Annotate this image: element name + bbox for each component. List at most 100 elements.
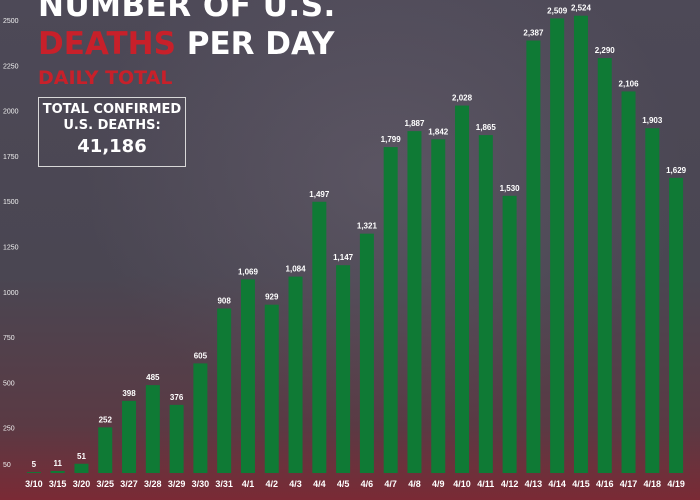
y-tick-label: 500 (3, 380, 15, 387)
bar-4/4 (312, 201, 327, 474)
x-tick-label: 4/2 (265, 479, 278, 489)
x-tick-label: 4/5 (337, 479, 350, 489)
x-tick-label: 4/10 (453, 479, 471, 489)
x-tick-label: 3/29 (168, 479, 186, 489)
value-label-4/18: 1,903 (642, 116, 663, 125)
bar-4/13 (526, 40, 541, 473)
x-tick-label: 4/15 (572, 479, 590, 489)
y-tick-label: 750 (3, 335, 15, 342)
bar-3/28 (145, 385, 160, 473)
x-tick-label: 3/30 (192, 479, 210, 489)
bar-4/14 (550, 18, 565, 474)
value-label-4/6: 1,321 (357, 222, 378, 231)
y-tick-label: 50 (3, 462, 11, 469)
value-label-3/30: 605 (194, 351, 208, 360)
y-tick-label: 1500 (3, 199, 19, 206)
total-deaths-box: TOTAL CONFIRMED U.S. DEATHS: 41,186 (38, 97, 186, 167)
chart-title-line1: NUMBER OF U.S. (38, 0, 336, 24)
value-label-4/1: 1,069 (238, 267, 259, 276)
value-label-4/13: 2,387 (523, 29, 544, 38)
bar-4/18 (645, 128, 660, 473)
x-tick-label: 4/16 (596, 479, 614, 489)
value-label-4/15: 2,524 (571, 4, 592, 13)
value-label-4/8: 1,887 (404, 119, 425, 128)
x-tick-label: 4/17 (620, 479, 638, 489)
bar-4/5 (336, 265, 351, 473)
x-tick-label: 4/8 (408, 479, 421, 489)
x-tick-label: 4/7 (384, 479, 397, 489)
value-label-3/28: 485 (146, 373, 160, 382)
bar-3/29 (169, 404, 184, 473)
bar-3/25 (98, 427, 113, 473)
x-tick-label: 3/15 (49, 479, 67, 489)
x-tick-label: 3/31 (215, 479, 233, 489)
x-tick-label: 3/28 (144, 479, 162, 489)
y-tick-label: 2250 (3, 63, 19, 70)
bar-3/31 (217, 308, 232, 473)
value-label-3/25: 252 (99, 415, 113, 424)
y-tick-label: 1000 (3, 290, 19, 297)
y-tick-label: 1750 (3, 154, 19, 161)
y-tick-label: 2000 (3, 109, 19, 116)
value-label-4/16: 2,290 (595, 46, 616, 55)
x-tick-label: 4/13 (525, 479, 543, 489)
value-label-3/20: 51 (77, 452, 86, 461)
value-label-4/19: 1,629 (666, 166, 687, 175)
value-label-4/3: 1,084 (286, 265, 307, 274)
bar-4/10 (455, 105, 470, 473)
y-tick-label: 250 (3, 426, 15, 433)
value-label-3/15: 11 (53, 459, 62, 468)
bar-4/11 (478, 135, 493, 473)
x-tick-label: 4/19 (667, 479, 685, 489)
bar-4/1 (240, 279, 255, 473)
x-tick-label: 4/1 (242, 479, 255, 489)
x-tick-label: 4/12 (501, 479, 519, 489)
total-deaths-label-line1: TOTAL CONFIRMED (42, 102, 182, 117)
x-tick-label: 4/3 (289, 479, 302, 489)
bar-4/6 (359, 233, 374, 473)
x-tick-label: 4/9 (432, 479, 445, 489)
bar-3/15 (50, 471, 65, 473)
value-label-4/11: 1,865 (476, 123, 497, 132)
bar-4/17 (621, 91, 636, 473)
value-label-3/10: 5 (32, 460, 37, 469)
value-label-4/12: 1,530 (500, 184, 521, 193)
value-label-4/2: 929 (265, 293, 279, 302)
bar-3/10 (26, 472, 41, 473)
value-label-4/5: 1,147 (333, 253, 354, 262)
value-label-4/4: 1,497 (309, 190, 330, 199)
value-label-4/10: 2,028 (452, 94, 473, 103)
bar-3/20 (74, 463, 89, 473)
bar-3/27 (122, 400, 137, 473)
bar-4/16 (597, 58, 612, 473)
value-label-3/31: 908 (217, 296, 231, 305)
x-tick-label: 3/27 (120, 479, 138, 489)
bar-4/9 (431, 139, 446, 473)
x-tick-label: 4/6 (361, 479, 374, 489)
bar-4/12 (502, 195, 517, 474)
y-tick-label: 1250 (3, 245, 19, 252)
bar-4/19 (669, 177, 684, 473)
bar-4/8 (407, 131, 422, 473)
bar-4/3 (288, 276, 303, 473)
x-tick-label: 4/18 (644, 479, 662, 489)
chart-title-line2: DEATHS PER DAY (38, 26, 334, 62)
value-label-4/17: 2,106 (619, 79, 640, 88)
x-tick-label: 4/14 (548, 479, 566, 489)
title-per-day: PER DAY (186, 26, 335, 62)
bar-3/30 (193, 363, 208, 473)
title-accent-deaths: DEATHS (38, 26, 176, 62)
bar-4/15 (573, 15, 588, 473)
value-label-4/14: 2,509 (547, 6, 568, 15)
bar-4/7 (383, 147, 398, 473)
x-tick-label: 3/25 (96, 479, 114, 489)
y-tick-label: 2500 (3, 18, 19, 25)
value-label-4/7: 1,799 (381, 135, 402, 144)
bar-4/2 (264, 304, 279, 473)
x-tick-label: 4/4 (313, 479, 326, 489)
chart-subtitle: DAILY TOTAL (38, 67, 173, 89)
value-label-4/9: 1,842 (428, 127, 449, 136)
value-label-3/29: 376 (170, 393, 184, 402)
